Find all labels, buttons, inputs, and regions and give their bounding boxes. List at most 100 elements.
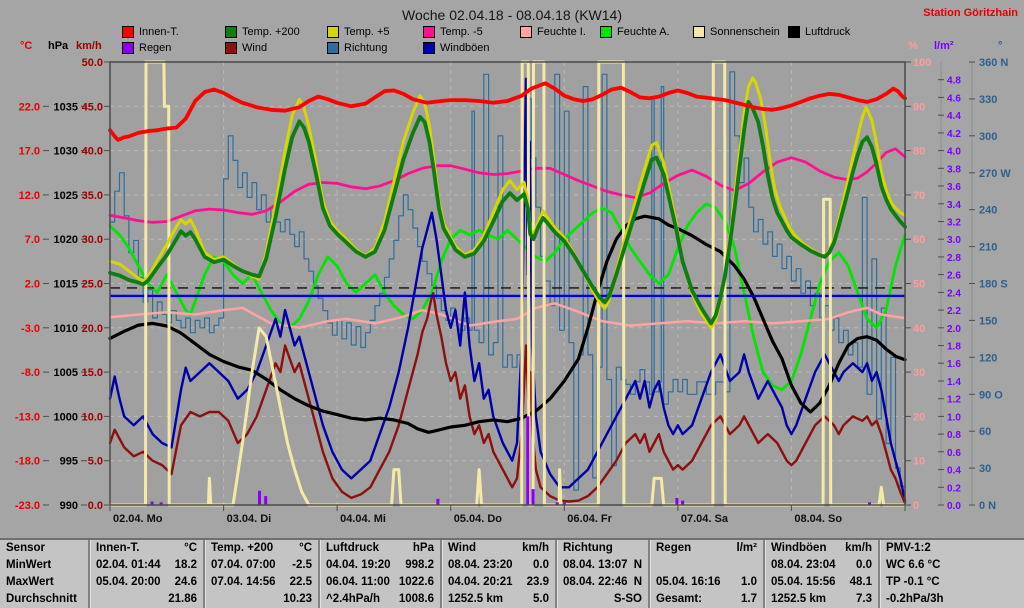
stat-column-rows: Sensor MinWert MaxWert Durchschnitt: [0, 540, 88, 608]
axis-unit-c: °C: [20, 40, 33, 52]
day-label: 08.04. So: [794, 513, 842, 525]
station-name: Station Göritzhain: [923, 7, 1018, 19]
stat-min-luftdruck-value: 998.2: [405, 559, 434, 571]
axis-label-c: 12.0: [19, 190, 40, 202]
axis-label-deg: 0 N: [979, 500, 996, 512]
axis-label-lm2: 3.6: [947, 182, 961, 193]
stat-column-pmv-1-2: PMV-1:2 WC 6.6 °C TP -0.1 °C -0.2hPa/3h: [878, 540, 1024, 608]
row-label-maxwert: MaxWert: [0, 574, 88, 591]
stat-avg-innen-t: 21.86: [90, 591, 203, 608]
stat-avg-pmv-1-2-label: -0.2hPa/3h: [886, 593, 944, 605]
stat-min-luftdruck-label: 04.04. 19:20: [326, 559, 391, 571]
axis-label-lm2: 1.8: [947, 342, 961, 353]
stat-avg-wind-value: 5.0: [533, 593, 549, 605]
axis-label-kmh: 0.0: [88, 500, 103, 512]
series-innen-t: [108, 81, 907, 142]
stat-avg-windb-en: 1252.5 km 7.3: [765, 591, 878, 608]
stat-min-richtung-label: 08.04. 13:07: [563, 559, 628, 571]
legend-item-temp-200: Temp. +200: [225, 26, 300, 38]
legend-swatch-feuchte-i: [520, 26, 532, 38]
stat-header-wind-label: Wind: [448, 542, 476, 554]
stat-max-windb-en-label: 05.04. 15:56: [771, 576, 836, 588]
stat-max-wind: 04.04. 20:21 23.9: [442, 574, 555, 591]
axis-label-kmh: 50.0: [82, 57, 103, 69]
stat-min-innen-t-label: 02.04. 01:44: [96, 559, 161, 571]
stat-avg-regen-value: 1.7: [741, 593, 757, 605]
stat-header-temp-200-value: °C: [299, 542, 312, 554]
row-label-minwert-label: MinWert: [6, 559, 52, 571]
axis-label-hpa: 1010: [54, 323, 78, 335]
axis-label-pct: 100: [913, 57, 931, 69]
stat-max-temp-200-value: 22.5: [289, 576, 312, 588]
axis-label-deg: 60: [979, 426, 991, 438]
stat-header-innen-t: Innen-T. °C: [90, 540, 203, 557]
stat-avg-wind-label: 1252.5 km: [448, 593, 503, 605]
rain-bar: [555, 502, 559, 505]
axis-label-lm2: 4.2: [947, 129, 961, 140]
legend-item-luftdruck: Luftdruck: [788, 26, 850, 38]
axis-label-lm2: 2.0: [947, 324, 961, 335]
stat-min-innen-t: 02.04. 01:44 18.2: [90, 557, 203, 574]
stat-max-richtung-value: N: [633, 576, 642, 588]
axis-unit-: %: [908, 40, 918, 52]
legend-label: Feuchte I.: [537, 26, 586, 38]
legend-swatch-feuchte-a: [600, 26, 612, 38]
weather-chart: 02.04. Mo 03.04. Di 04.04. Mi 05.04. Do 06.0…: [15, 57, 1011, 525]
axis-label-kmh: 30.0: [82, 234, 103, 246]
stat-max-luftdruck: 06.04. 11:00 1022.6: [320, 574, 440, 591]
axis-label-lm2: 3.8: [947, 164, 961, 175]
stat-min-richtung-value: N: [633, 559, 642, 571]
legend-label: Temp. -5: [440, 26, 483, 38]
stat-max-richtung: 08.04. 22:46 N: [557, 574, 648, 591]
axis-unit-hpa: hPa: [48, 40, 69, 52]
legend-label: Wind: [242, 42, 268, 54]
rain-bar: [150, 501, 154, 505]
axis-label-c: -3.0: [21, 323, 40, 335]
page-title: Woche 02.04.18 - 08.04.18 (KW14): [402, 7, 622, 23]
stat-avg-luftdruck-label: ^2.4hPa/h: [326, 593, 381, 605]
row-label-durchschnitt: Durchschnitt: [0, 591, 88, 608]
stat-header-richtung-label: Richtung: [563, 542, 613, 554]
axis-label-pct: 40: [913, 323, 925, 335]
stat-column-innen-t: Innen-T. °C 02.04. 01:44 18.2 05.04. 20:00 24…: [88, 540, 203, 608]
axis-label-deg: 120: [979, 352, 997, 364]
axis-label-kmh: 35.0: [82, 190, 103, 202]
stat-min-richtung: 08.04. 13:07 N: [557, 557, 648, 574]
stat-max-temp-200: 07.04. 14:56 22.5: [205, 574, 318, 591]
axis-label-kmh: 20.0: [82, 323, 103, 335]
stat-min-wind: 08.04. 23:20 0.0: [442, 557, 555, 574]
legend-item-feuchte-i: Feuchte I.: [520, 26, 586, 38]
stat-avg-richtung: S-SO: [557, 591, 648, 608]
legend-label: Luftdruck: [805, 26, 851, 38]
legend-label: Richtung: [344, 42, 388, 54]
axis-label-lm2: 2.4: [947, 288, 961, 299]
day-label: 06.04. Fr: [567, 513, 612, 525]
axis-label-hpa: 1015: [54, 279, 78, 291]
stat-max-luftdruck-value: 1022.6: [398, 576, 434, 588]
stat-header-innen-t-value: °C: [184, 542, 197, 554]
stat-min-temp-200-label: 07.04. 07:00: [211, 559, 276, 571]
stat-max-innen-t: 05.04. 20:00 24.6: [90, 574, 203, 591]
stat-header-regen-value: l/m²: [736, 542, 757, 554]
legend-swatch-temp-200: [225, 26, 237, 38]
axis-unit-: °: [998, 40, 1003, 52]
axis-label-lm2: 3.2: [947, 218, 961, 229]
stat-min-innen-t-value: 18.2: [174, 559, 197, 571]
legend-label: Temp. +200: [242, 26, 300, 38]
stat-min-pmv-1-2-label: WC 6.6 °C: [886, 559, 941, 571]
stat-min-wind-value: 0.0: [533, 559, 549, 571]
stat-min-pmv-1-2: WC 6.6 °C: [880, 557, 1024, 574]
axis-label-hpa: 1005: [54, 367, 78, 379]
legend-swatch-richtung: [327, 42, 339, 54]
row-label-sensor: Sensor: [0, 540, 88, 557]
axis-label-lm2: 2.6: [947, 271, 961, 282]
axis-label-pct: 80: [913, 146, 925, 158]
stat-avg-wind: 1252.5 km 5.0: [442, 591, 555, 608]
series-feuchte-a: [108, 202, 907, 392]
row-label-durchschnitt-label: Durchschnitt: [6, 593, 77, 605]
stat-column-wind: Wind km/h 08.04. 23:20 0.0 04.04. 20:21 23.9 1…: [440, 540, 555, 608]
stat-header-pmv-1-2-label: PMV-1:2: [886, 542, 931, 554]
legend-item-temp-5: Temp. -5: [423, 26, 483, 38]
day-label: 05.04. Do: [454, 513, 503, 525]
stat-max-richtung-label: 08.04. 22:46: [563, 576, 628, 588]
